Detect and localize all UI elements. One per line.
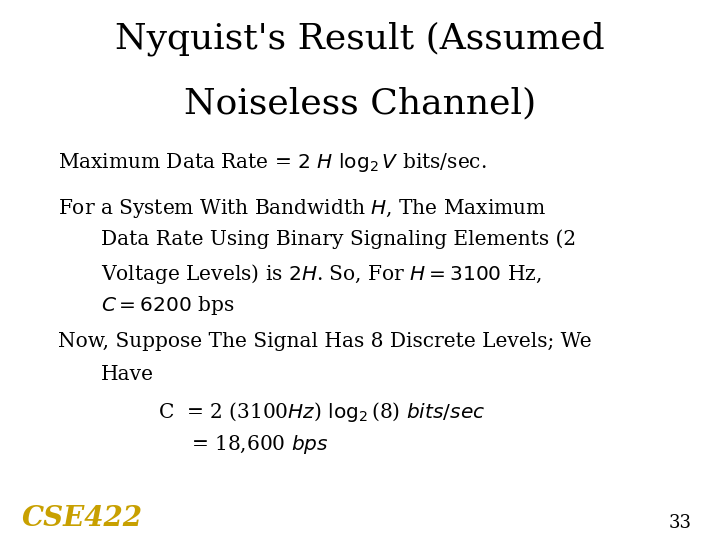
- Text: Nyquist's Result (Assumed: Nyquist's Result (Assumed: [115, 22, 605, 56]
- Text: C  = 2 (3100$Hz$) $\log_2$(8) $bits/sec$: C = 2 (3100$Hz$) $\log_2$(8) $bits/sec$: [158, 400, 486, 423]
- Text: Have: Have: [101, 364, 154, 383]
- Text: Maximum Data Rate = $2\ H\ \log_2 V$ bits/sec.: Maximum Data Rate = $2\ H\ \log_2 V$ bit…: [58, 151, 486, 174]
- Text: $C = 6200$ bps: $C = 6200$ bps: [101, 294, 234, 318]
- Text: = 18,600 $bps$: = 18,600 $bps$: [191, 433, 328, 456]
- Text: For a System With Bandwidth $H$, The Maximum: For a System With Bandwidth $H$, The Max…: [58, 197, 546, 220]
- Text: 33: 33: [668, 514, 691, 532]
- Text: CSE422: CSE422: [22, 505, 143, 532]
- Text: Now, Suppose The Signal Has 8 Discrete Levels; We: Now, Suppose The Signal Has 8 Discrete L…: [58, 332, 591, 351]
- Text: Voltage Levels) is $2H$. So, For $H = 3100$ Hz,: Voltage Levels) is $2H$. So, For $H = 31…: [101, 262, 541, 286]
- Text: Data Rate Using Binary Signaling Elements (2: Data Rate Using Binary Signaling Element…: [101, 230, 576, 249]
- Text: Noiseless Channel): Noiseless Channel): [184, 86, 536, 120]
